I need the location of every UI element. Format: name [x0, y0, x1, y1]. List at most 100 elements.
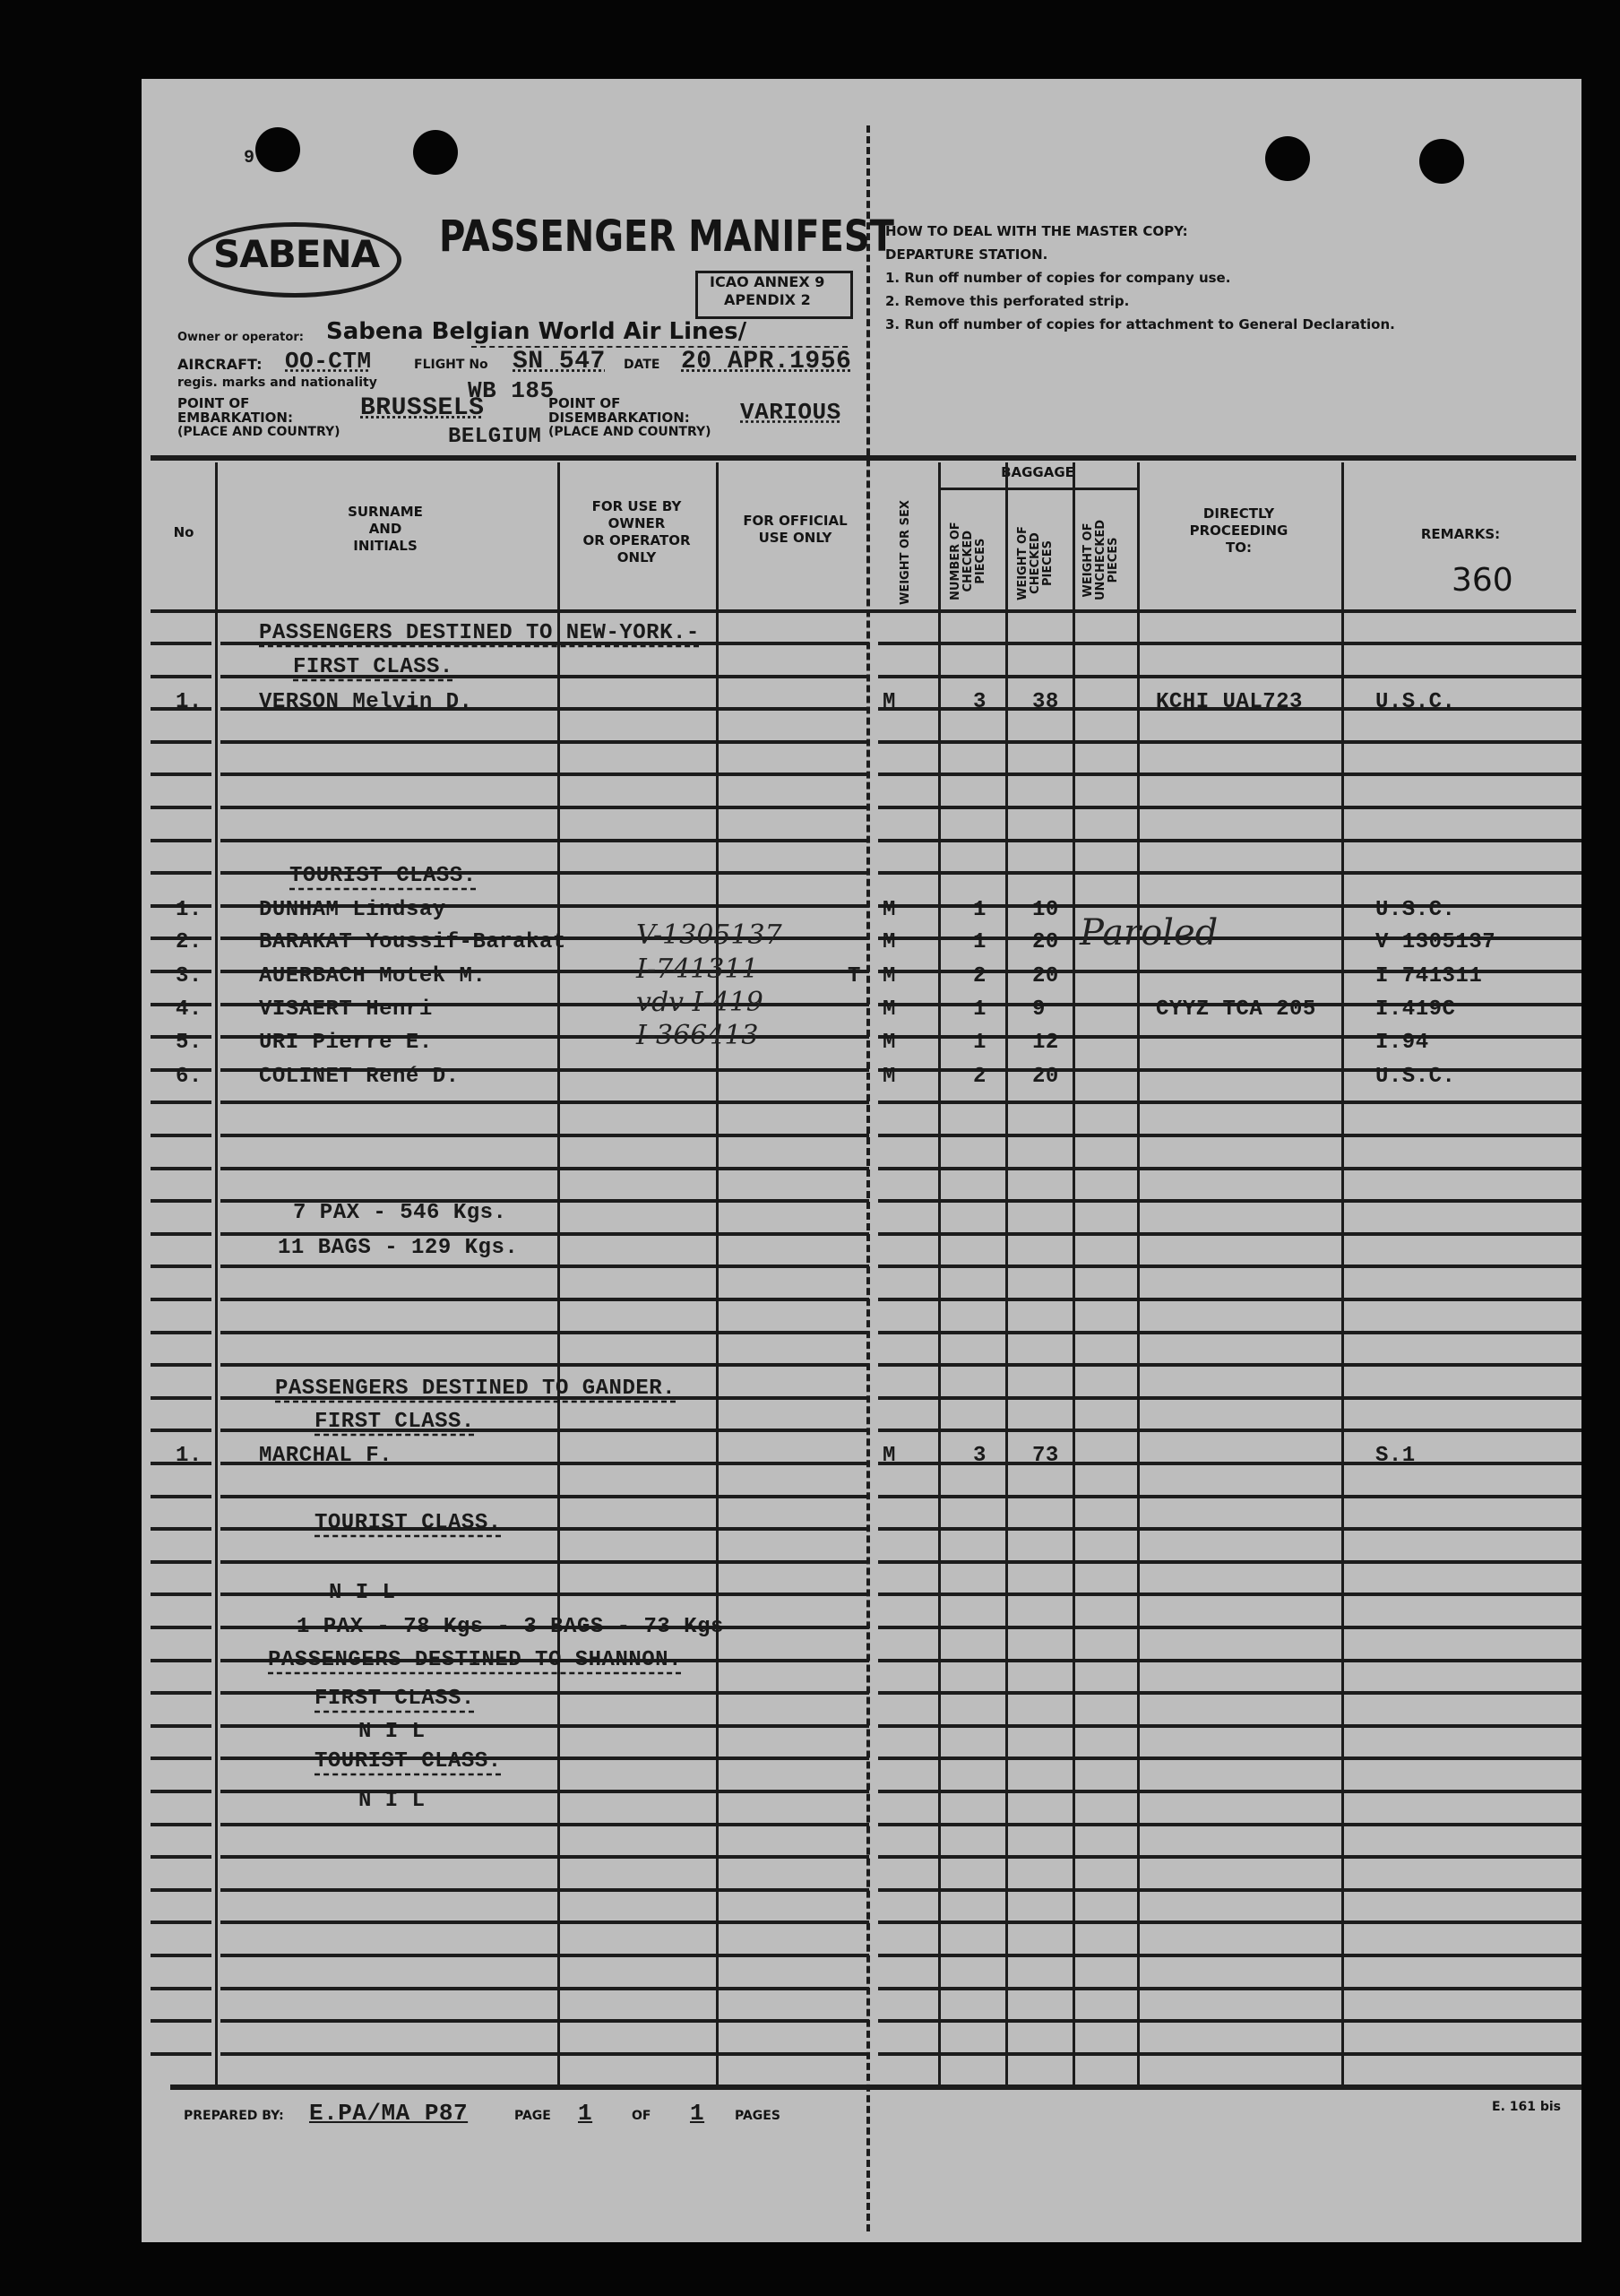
owner-underline [471, 346, 848, 348]
col-num-checked-3: PIECES [974, 538, 987, 584]
passenger-name: AUERBACH Motek M. [259, 964, 487, 988]
gander-tourist-nil: N I L [329, 1581, 396, 1605]
row-rule [878, 1757, 1581, 1760]
row-rule [220, 1495, 869, 1498]
row-rule [220, 1134, 869, 1137]
owner-note-handwritten: vdv I-419 [636, 987, 763, 1018]
row-rule [151, 1232, 211, 1236]
row-rule [151, 1560, 211, 1564]
row-rule [151, 1855, 211, 1859]
checked-weight: 38 [1032, 690, 1059, 714]
row-rule [220, 1560, 869, 1564]
row-rule [878, 1396, 1581, 1400]
col-official-use-2: USE ONLY [758, 530, 832, 546]
row-rule [151, 740, 211, 744]
pages-label: PAGES [735, 2109, 780, 2123]
row-rule [878, 2019, 1581, 2023]
row-rule [220, 1298, 869, 1301]
row-rule [878, 740, 1581, 744]
logo-text: SABENA [213, 232, 380, 276]
table-top-rule [151, 455, 1576, 461]
of-value: 1 [690, 2100, 705, 2127]
ny-total-pax: 7 PAX - 546 Kgs. [293, 1201, 507, 1225]
passenger-sex: M [883, 898, 896, 922]
checked-weight: 20 [1032, 964, 1059, 988]
row-rule [878, 1003, 1581, 1006]
disembark-value: VARIOUS [740, 399, 841, 426]
col-owner-use-4: ONLY [616, 549, 657, 565]
passenger-no: 4. [176, 997, 202, 1022]
row-rule [878, 1298, 1581, 1301]
row-rule [151, 1823, 211, 1826]
passenger-no: 5. [176, 1031, 202, 1055]
row-rule [151, 1363, 211, 1367]
gander-total: 1 PAX - 78 Kgs - 3 BAGS - 73 Kgs [297, 1615, 724, 1639]
gander-first-class: FIRST CLASS. [315, 1410, 475, 1434]
row-rule [220, 1265, 869, 1268]
gander-tourist-class: TOURIST CLASS. [315, 1511, 502, 1535]
column-rule [557, 462, 560, 2085]
shannon-first-nil: N I L [358, 1720, 426, 1744]
col-proceeding-3: TO: [1226, 539, 1252, 556]
checked-pieces: 3 [973, 690, 987, 714]
row-rule [220, 707, 869, 711]
col-official-use-1: FOR OFFICIAL [743, 513, 848, 529]
checked-pieces: 2 [973, 1065, 987, 1089]
passenger-remarks: I.94 [1375, 1031, 1429, 1055]
passenger-sex: M [883, 997, 896, 1022]
row-rule [151, 1495, 211, 1498]
passenger-remarks: U.S.C. [1375, 898, 1456, 922]
row-rule [220, 1823, 869, 1826]
flight-value: SN 547 [513, 348, 606, 375]
sabena-logo [188, 222, 401, 298]
embark-country: BELGIUM [448, 425, 542, 449]
column-rule [1137, 462, 1140, 2085]
row-rule [151, 871, 211, 875]
passenger-sex: M [883, 1444, 896, 1468]
instruction-3: 3. Run off number of copies for attachme… [885, 316, 1395, 332]
col-surname: SURNAME AND INITIALS [224, 504, 547, 555]
col-proceeding: DIRECTLY PROCEEDING TO: [1142, 505, 1335, 557]
row-rule [220, 1954, 869, 1957]
row-rule [878, 1363, 1581, 1367]
col-weight-checked-3: PIECES [1041, 540, 1055, 587]
row-rule [220, 740, 869, 744]
section-gander: PASSENGERS DESTINED TO GANDER. [275, 1377, 676, 1401]
passenger-sex: M [883, 930, 896, 954]
col-weight-unchecked: WEIGHT OF UNCHECKED PIECES [1081, 520, 1120, 600]
disembark-label-2: DISEMBARKATION: [548, 410, 690, 426]
col-owner-use-2: OWNER [608, 515, 666, 531]
proceeding-handwritten: Paroled [1080, 912, 1219, 954]
row-rule [878, 970, 1581, 973]
passenger-name: VISAERT Henri [259, 997, 433, 1022]
row-rule [151, 970, 211, 973]
row-rule [220, 1691, 869, 1695]
passenger-sex: M [883, 1031, 896, 1055]
row-rule [220, 904, 869, 908]
row-rule [878, 1790, 1581, 1793]
row-rule [878, 1527, 1581, 1531]
row-rule [220, 1363, 869, 1367]
row-rule [151, 1462, 211, 1465]
row-rule [878, 1954, 1581, 1957]
passenger-remarks: V 1305137 [1375, 930, 1496, 954]
perforation-line [866, 125, 870, 2231]
row-rule [220, 773, 869, 776]
row-rule [220, 839, 869, 842]
row-rule [220, 1790, 869, 1793]
row-rule [151, 1757, 211, 1760]
instructions-station: DEPARTURE STATION. [885, 246, 1048, 263]
punch-hole [1265, 136, 1310, 181]
col-num-checked: NUMBER OF CHECKED PIECES [949, 522, 987, 600]
row-rule [151, 1068, 211, 1072]
row-rule [220, 806, 869, 809]
row-rule [878, 1429, 1581, 1432]
row-rule [151, 1659, 211, 1662]
col-surname-1: SURNAME [348, 504, 423, 520]
row-rule [220, 1035, 869, 1039]
row-rule [878, 871, 1581, 875]
passenger-name: URI Pierre E. [259, 1031, 433, 1055]
row-rule [151, 904, 211, 908]
passenger-no: 1. [176, 898, 202, 922]
row-rule [151, 1035, 211, 1039]
